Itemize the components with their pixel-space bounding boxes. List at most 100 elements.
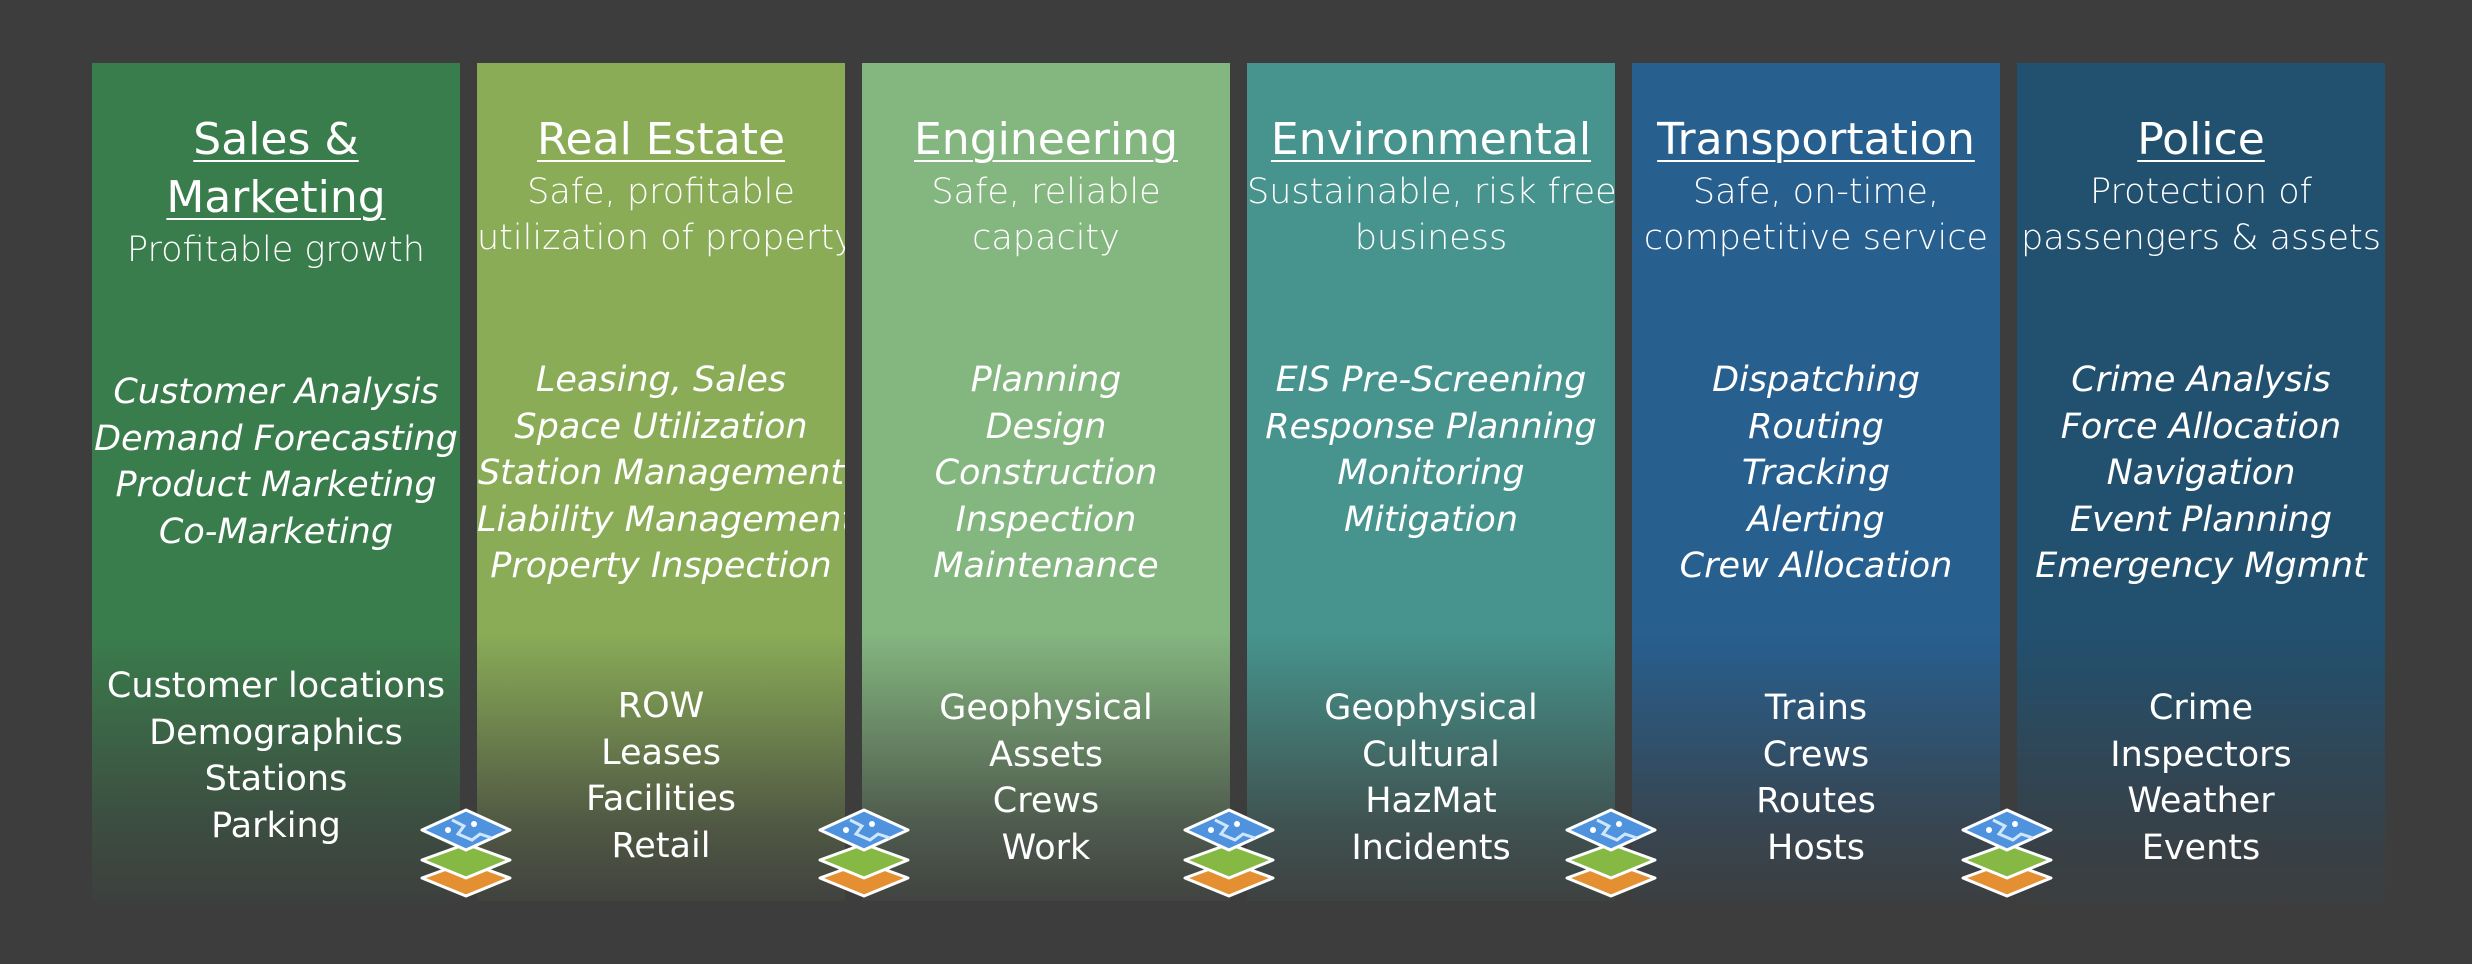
column-subtitle: Safe, profitable utilization of property	[477, 169, 845, 261]
task-item: Crime Analysis	[2071, 360, 2331, 400]
task-item: Customer Analysis	[113, 372, 439, 412]
title-line: Marketing	[166, 172, 386, 223]
column-fade	[2017, 63, 2385, 901]
dataset-item: ROW	[617, 686, 705, 726]
map-layers-icon	[818, 808, 910, 898]
column-title: Transportation	[1632, 111, 2000, 169]
subtitle-line: Safe, on-time,	[1692, 172, 1940, 212]
column-subtitle: Protection of passengers & assets	[2017, 169, 2385, 261]
dataset-item: Demographics	[149, 712, 403, 753]
column-police: Police Protection of passengers & assets…	[2017, 63, 2385, 901]
dataset-item: Customer locations	[106, 666, 446, 706]
column-title: Environmental	[1247, 111, 1615, 169]
dataset-item: Routes	[1756, 781, 1876, 821]
dataset-item: Geophysical	[939, 688, 1153, 728]
dataset-item: Parking	[211, 805, 341, 846]
dataset-list: Crime Inspectors Weather Events	[2017, 685, 2385, 871]
title-line: Environmental	[1270, 114, 1592, 165]
task-item: Navigation	[2106, 453, 2296, 493]
dataset-item: Retail	[611, 825, 711, 866]
dataset-item: Incidents	[1351, 827, 1511, 868]
task-item: Response Planning	[1265, 406, 1597, 447]
column-sales-marketing: Sales & Marketing Profitable growth Cust…	[92, 63, 460, 901]
dataset-item: Crime	[2148, 688, 2254, 728]
task-item: Property Inspection	[490, 546, 832, 586]
dataset-list: Customer locations Demographics Stations…	[92, 663, 460, 849]
task-item: Emergency Mgmnt	[2035, 546, 2367, 586]
subtitle-line: capacity	[972, 218, 1120, 258]
dataset-item: Weather	[2127, 781, 2275, 821]
task-item: Tracking	[1741, 453, 1891, 493]
column-title: Police	[2017, 111, 2385, 169]
subtitle-line: Profitable growth	[127, 230, 425, 270]
dataset-item: Assets	[989, 734, 1103, 775]
subtitle-line: business	[1354, 218, 1508, 258]
task-list: Leasing, Sales Space Utilization Station…	[477, 357, 845, 590]
column-title: Engineering	[862, 111, 1230, 169]
dataset-item: Trains	[1764, 688, 1868, 728]
column-title: Sales & Marketing	[92, 111, 460, 227]
dataset-list: Trains Crews Routes Hosts	[1632, 685, 2000, 871]
task-list: Planning Design Construction Inspection …	[862, 357, 1230, 590]
subtitle-line: Safe, reliable	[931, 172, 1161, 212]
column-title: Real Estate	[477, 111, 845, 169]
task-item: Design	[985, 406, 1107, 447]
task-item: Leasing, Sales	[535, 360, 787, 400]
task-item: Event Planning	[2069, 499, 2333, 540]
dataset-item: Events	[2141, 827, 2261, 868]
dataset-item: Cultural	[1362, 734, 1500, 775]
title-line: Real Estate	[536, 114, 786, 165]
task-list: Customer Analysis Demand Forecasting Pro…	[92, 369, 460, 555]
column-fade	[862, 63, 1230, 901]
column-fade	[92, 63, 460, 901]
task-item: Mitigation	[1343, 499, 1519, 540]
map-layers-icon	[1183, 808, 1275, 898]
title-line: Sales &	[193, 114, 359, 165]
task-item: Alerting	[1747, 499, 1885, 540]
subtitle-line: Sustainable, risk free	[1247, 172, 1615, 212]
subtitle-line: Safe, profitable	[527, 172, 795, 212]
task-item: Monitoring	[1337, 453, 1525, 493]
task-item: Maintenance	[933, 546, 1159, 586]
task-item: Liability Management	[477, 499, 845, 540]
task-item: Space Utilization	[514, 406, 808, 447]
title-line: Police	[2137, 114, 2265, 165]
column-fade	[1247, 63, 1615, 901]
task-item: Crew Allocation	[1679, 546, 1953, 586]
task-item: Construction	[934, 453, 1158, 493]
task-item: Dispatching	[1712, 360, 1920, 400]
column-environmental: Environmental Sustainable, risk free bus…	[1247, 63, 1615, 901]
dataset-item: Hosts	[1767, 827, 1865, 868]
dataset-item: Inspectors	[2110, 734, 2292, 775]
task-item: Routing	[1748, 406, 1884, 447]
column-subtitle: Sustainable, risk free business	[1247, 169, 1615, 261]
subtitle-line: passengers & assets	[2021, 218, 2381, 258]
map-layers-icon	[1961, 808, 2053, 898]
dataset-list: ROW Leases Facilities Retail	[477, 683, 845, 869]
task-list: Dispatching Routing Tracking Alerting Cr…	[1632, 357, 2000, 590]
dataset-list: Geophysical Assets Crews Work	[862, 685, 1230, 871]
dataset-item: Geophysical	[1324, 688, 1538, 728]
column-engineering: Engineering Safe, reliable capacity Plan…	[862, 63, 1230, 901]
task-item: Product Marketing	[115, 465, 437, 505]
column-fade	[1632, 63, 2000, 901]
task-item: Planning	[970, 360, 1122, 400]
dataset-item: Crews	[1762, 734, 1870, 775]
column-transportation: Transportation Safe, on-time, competitiv…	[1632, 63, 2000, 901]
dataset-item: Leases	[601, 732, 721, 773]
dataset-item: HazMat	[1365, 781, 1497, 821]
dataset-item: Work	[1001, 827, 1091, 868]
dataset-item: Stations	[204, 759, 348, 799]
task-list: Crime Analysis Force Allocation Navigati…	[2017, 357, 2385, 590]
task-list: EIS Pre-Screening Response Planning Moni…	[1247, 357, 1615, 543]
dataset-list: Geophysical Cultural HazMat Incidents	[1247, 685, 1615, 871]
column-subtitle: Safe, on-time, competitive service	[1632, 169, 2000, 261]
task-item: Demand Forecasting	[94, 418, 458, 459]
subtitle-line: utilization of property	[477, 218, 845, 258]
column-subtitle: Safe, reliable capacity	[862, 169, 1230, 261]
map-layers-icon	[1565, 808, 1657, 898]
task-item: Station Management	[477, 453, 845, 493]
title-line: Transportation	[1657, 114, 1975, 165]
dataset-item: Facilities	[586, 779, 736, 819]
